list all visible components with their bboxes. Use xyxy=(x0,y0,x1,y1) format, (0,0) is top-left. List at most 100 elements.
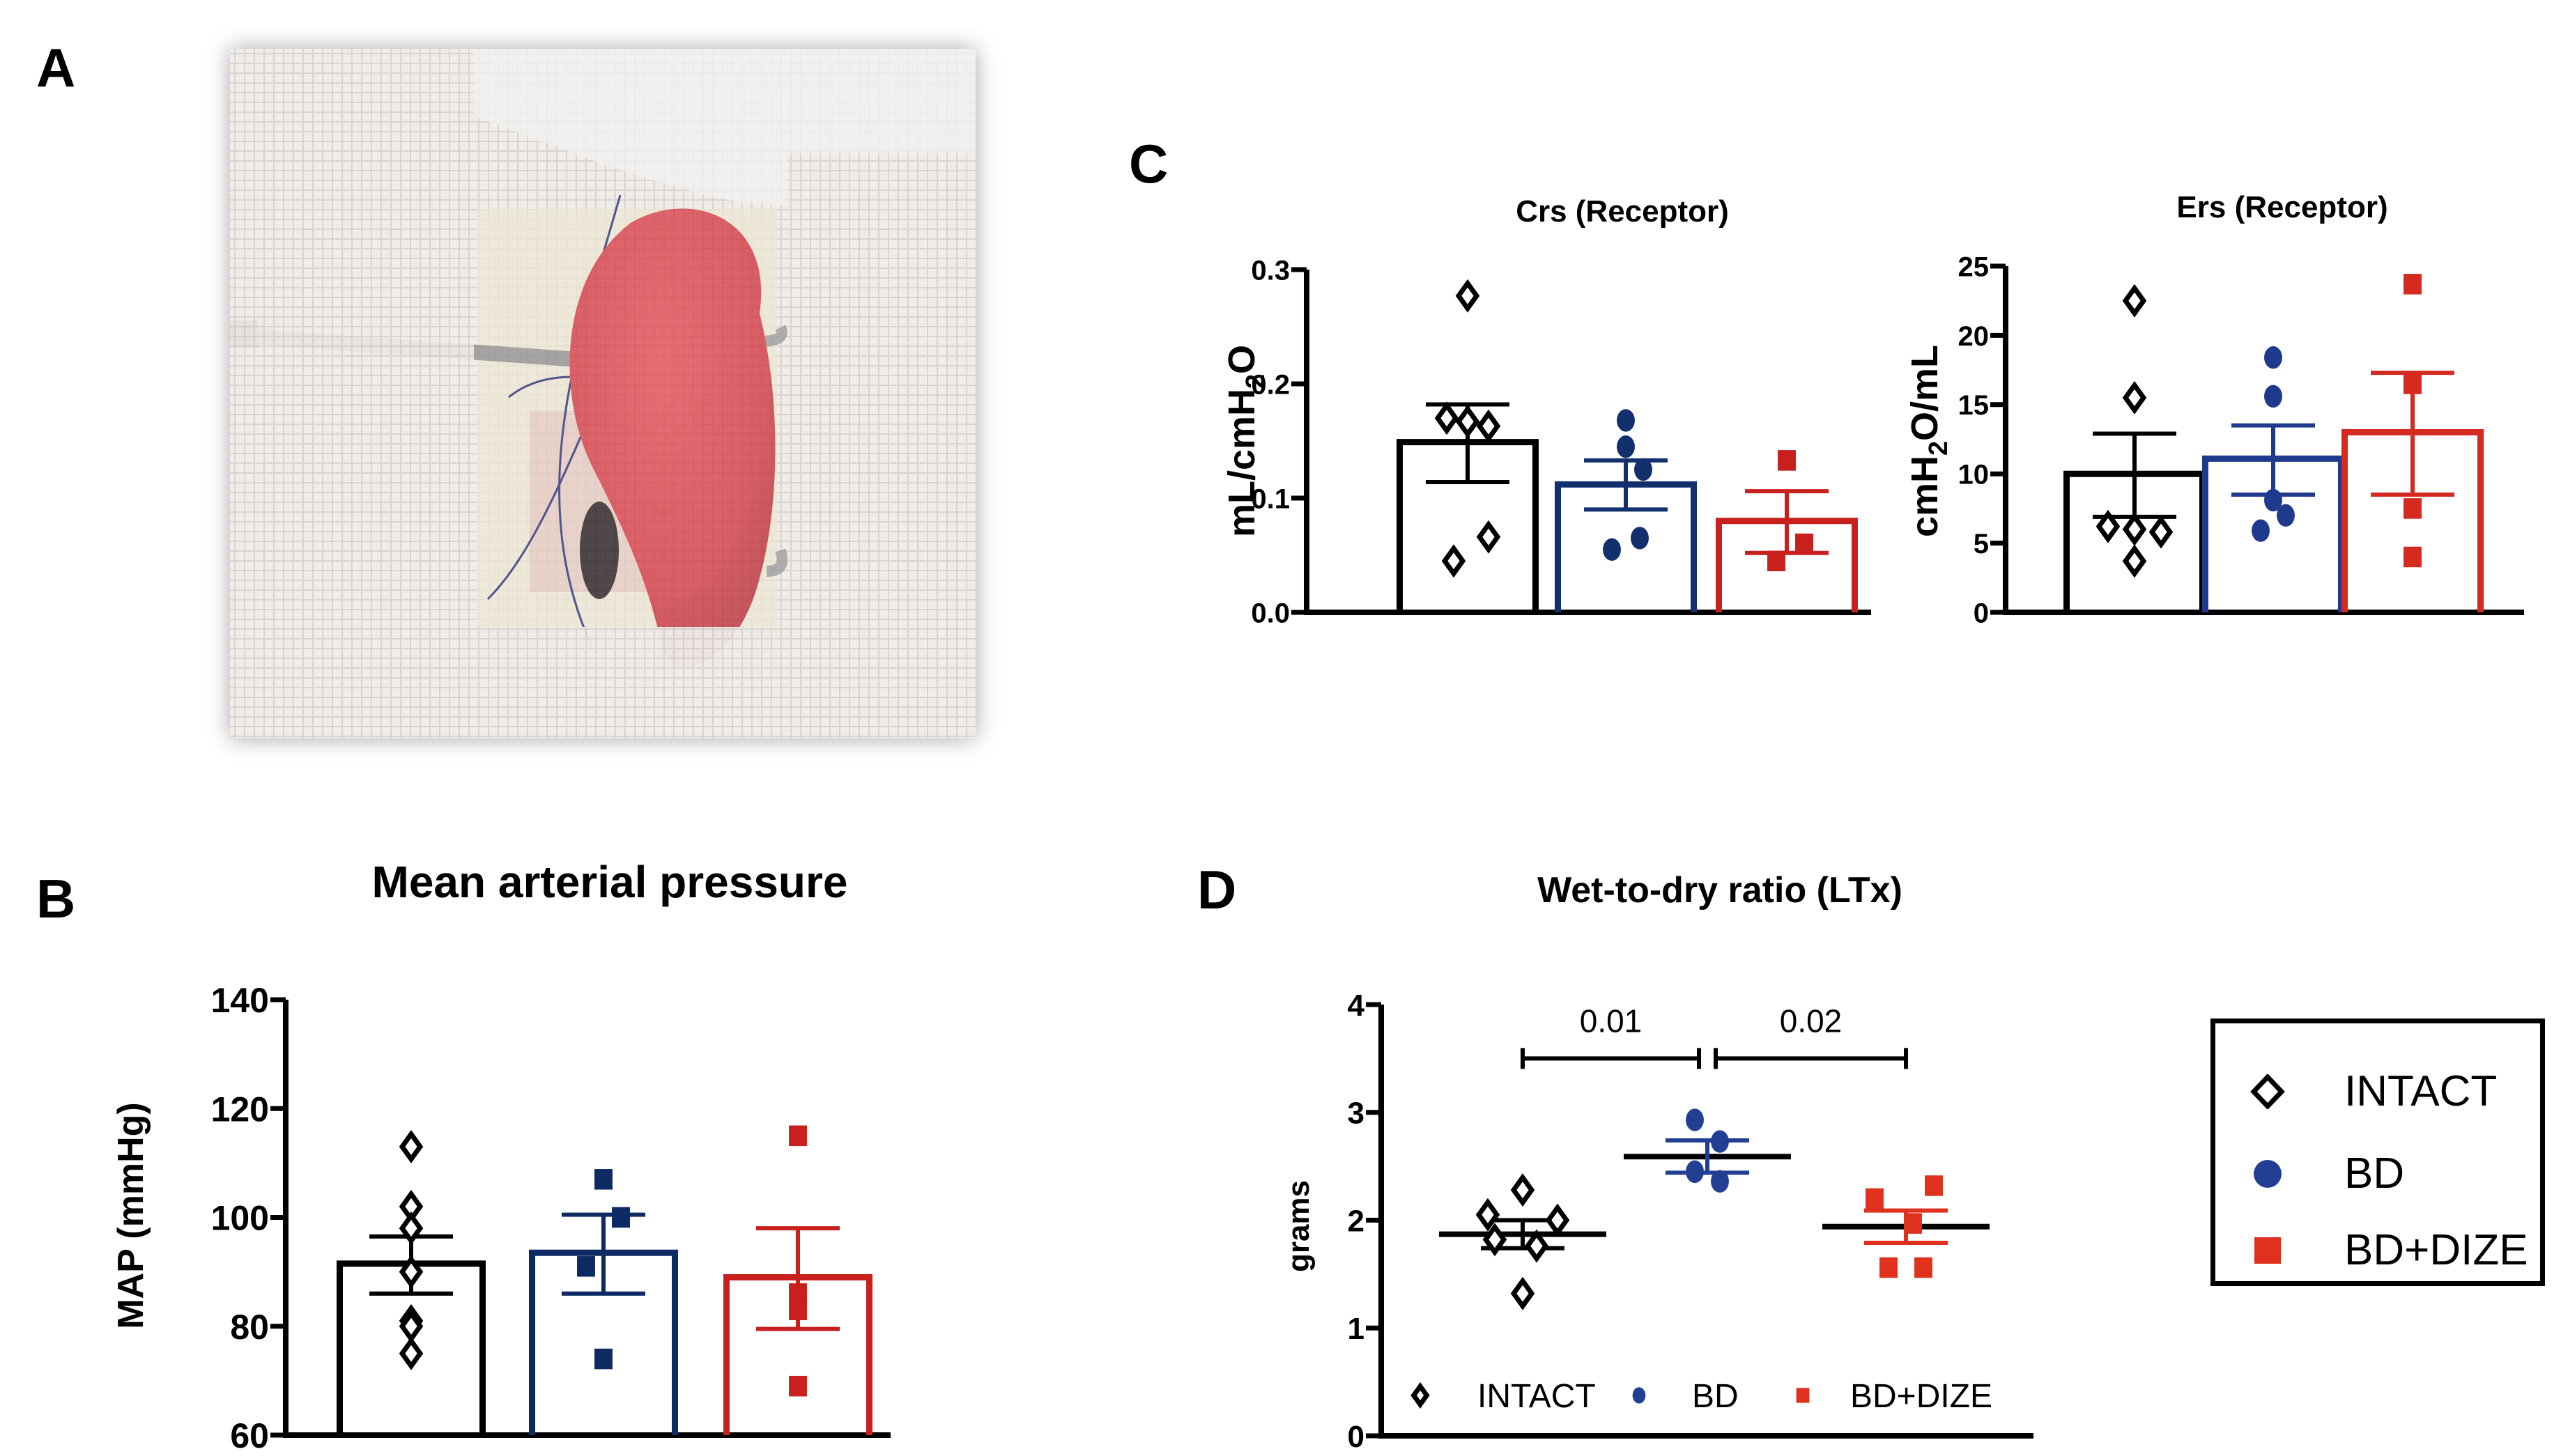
series-bd xyxy=(529,1169,678,1435)
panel-letter-a: A xyxy=(36,37,76,98)
y-axis-label: grams xyxy=(1282,1180,1316,1272)
legend-box: INTACT BD BD+DIZE xyxy=(2210,1019,2545,1286)
legend-diamond-icon xyxy=(2247,1071,2289,1113)
y-tick-label: 0.1 xyxy=(1251,483,1290,514)
series-intact xyxy=(2063,284,2206,612)
p-value-label: 0.02 xyxy=(1780,1002,1843,1039)
data-point xyxy=(399,1129,424,1163)
data-point xyxy=(612,1207,630,1228)
chart-title: Mean arterial pressure xyxy=(372,857,848,907)
data-point xyxy=(2404,546,2422,568)
legend-item-bd-dize: BD+DIZE xyxy=(2215,1225,2528,1275)
y-tick-label: 25 xyxy=(1958,251,1990,282)
data-point xyxy=(1767,550,1785,571)
chart-title: Crs (Receptor) xyxy=(1516,194,1729,229)
data-point xyxy=(1510,1173,1535,1207)
panel-letter-c: C xyxy=(1129,133,1169,194)
data-point xyxy=(789,1125,807,1147)
y-tick-label: 1 xyxy=(1348,1312,1364,1346)
legend-circle-icon xyxy=(2247,1153,2289,1195)
data-point xyxy=(2277,504,2295,527)
data-point xyxy=(2264,346,2282,369)
data-point xyxy=(1476,520,1501,554)
data-point xyxy=(594,1348,613,1370)
y-tick-label: 2 xyxy=(1348,1204,1364,1238)
data-point xyxy=(2122,284,2147,318)
data-point xyxy=(2095,509,2121,543)
data-point xyxy=(2148,515,2174,549)
data-point xyxy=(2122,380,2147,415)
y-tick-label: 3 xyxy=(1348,1097,1364,1131)
y-tick-label: 10 xyxy=(1958,460,1990,490)
series-bd-dize xyxy=(2341,274,2484,612)
data-point xyxy=(1904,1213,1922,1234)
chart-title: Ers (Receptor) xyxy=(2176,190,2387,224)
y-axis-label: MAP (mmHg) xyxy=(111,1102,151,1329)
data-point xyxy=(577,1256,595,1277)
data-point xyxy=(1778,450,1796,471)
series-intact xyxy=(1439,1173,1606,1310)
data-point xyxy=(1455,279,1480,313)
y-tick-label: 80 xyxy=(230,1308,269,1347)
series-bd xyxy=(1624,1108,1791,1193)
data-point xyxy=(1603,538,1621,561)
data-point xyxy=(1524,1229,1549,1263)
series-bd xyxy=(2202,346,2344,612)
y-tick-label: 0.2 xyxy=(1251,369,1290,400)
p-value-label: 0.01 xyxy=(1580,1002,1643,1039)
series-bd-dize xyxy=(1822,1175,1990,1278)
y-tick-label: 100 xyxy=(211,1199,269,1238)
y-tick-label: 60 xyxy=(230,1416,269,1455)
y-tick-label: 5 xyxy=(1974,529,1989,559)
inline-legend-marker xyxy=(1632,1387,1646,1404)
y-tick-label: 20 xyxy=(1958,321,1990,352)
y-tick-label: 4 xyxy=(1348,989,1365,1023)
data-point xyxy=(1617,435,1635,458)
data-point xyxy=(1545,1203,1570,1237)
data-point xyxy=(2252,519,2270,542)
series-bd xyxy=(1555,409,1697,612)
surgical-photo xyxy=(230,49,976,738)
y-tick-label: 15 xyxy=(1958,390,1990,421)
legend-label-bd: BD xyxy=(2344,1149,2405,1198)
data-point xyxy=(1866,1188,1884,1209)
data-point xyxy=(2122,512,2147,546)
inline-legend-label: BD+DIZE xyxy=(1850,1378,1992,1415)
data-point xyxy=(2264,385,2282,408)
data-point xyxy=(1686,1108,1704,1131)
data-point xyxy=(1634,458,1652,481)
data-point xyxy=(1476,409,1501,443)
series-intact xyxy=(1397,279,1539,612)
data-point xyxy=(2404,274,2422,295)
series-bd-dize xyxy=(1716,450,1858,612)
data-point xyxy=(2404,373,2422,394)
data-point xyxy=(1631,527,1649,550)
data-point xyxy=(1711,1130,1729,1153)
data-point xyxy=(399,1336,424,1370)
chart-title: Wet-to-dry ratio (LTx) xyxy=(1537,870,1902,911)
y-tick-label: 120 xyxy=(211,1090,269,1129)
legend-label-intact: INTACT xyxy=(2344,1067,2498,1115)
y-tick-label: 0.3 xyxy=(1251,255,1290,286)
data-point xyxy=(1482,1223,1507,1257)
y-axis-label: mL/cmH2O xyxy=(1221,345,1270,537)
inline-legend: INTACT BD BD+DIZE xyxy=(1410,1378,1992,1415)
chart-b: Mean arterial pressure MAP (mmHg) 60 80 100 1… xyxy=(111,857,891,1455)
data-point xyxy=(1925,1175,1943,1196)
chart-c1: Crs (Receptor) mL/cmH2O 0.0 0.1 0.2 0.3 xyxy=(1221,194,1871,628)
data-point xyxy=(1914,1257,1932,1278)
data-point xyxy=(399,1211,424,1246)
significance-bracket: 0.01 xyxy=(1521,1002,1701,1069)
inline-legend-marker xyxy=(1410,1382,1430,1409)
data-point xyxy=(789,1375,807,1397)
chart-d: Wet-to-dry ratio (LTx) grams 0 1 2 3 4 0.01 0.02… xyxy=(1282,870,2033,1454)
legend-item-intact: INTACT xyxy=(2215,1067,2497,1116)
panel-letter-d: D xyxy=(1197,859,1237,920)
data-point xyxy=(2264,488,2282,512)
legend-item-bd: BD xyxy=(2215,1149,2404,1198)
inline-legend-label: BD xyxy=(1692,1378,1739,1415)
y-tick-label: 140 xyxy=(211,981,269,1020)
data-point xyxy=(594,1169,613,1190)
data-point xyxy=(2122,544,2147,578)
